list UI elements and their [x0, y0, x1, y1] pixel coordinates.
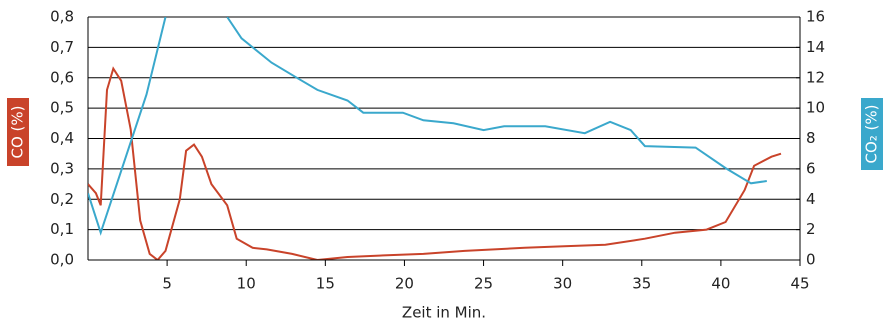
y-tick-label: 0,8 — [50, 8, 74, 26]
y2-tick-label: 8 — [806, 129, 816, 147]
y2-axis-label: CO₂ (%) — [863, 104, 881, 163]
y-tick-label: 0,4 — [50, 129, 74, 147]
y-tick-label: 0,5 — [50, 99, 74, 117]
y-tick-label: 0,3 — [50, 159, 74, 177]
x-tick-label: 45 — [790, 275, 809, 293]
x-tick-label: 20 — [395, 275, 414, 293]
y2-tick-label: 12 — [806, 68, 825, 86]
y2-tick-label: 4 — [806, 190, 816, 208]
y-tick-label: 0,0 — [50, 251, 74, 269]
y-axis-label-box — [7, 98, 29, 166]
x-tick-label: 15 — [316, 275, 335, 293]
x-tick-label: 5 — [162, 275, 172, 293]
y-tick-label: 0,1 — [50, 220, 74, 238]
y-tick-label: 0,2 — [50, 190, 74, 208]
x-tick-label: 25 — [474, 275, 493, 293]
x-tick-label: 40 — [711, 275, 730, 293]
y2-tick-label: 0 — [806, 251, 816, 269]
y-tick-label: 0,7 — [50, 38, 74, 56]
series-line — [88, 17, 767, 236]
y-axis-label: CO (%) — [9, 105, 27, 158]
y2-tick-label: 10 — [806, 99, 825, 117]
x-axis-label: Zeit in Min. — [402, 304, 486, 322]
x-tick-label: 30 — [553, 275, 572, 293]
x-tick-label: 10 — [237, 275, 256, 293]
series-line — [88, 66, 782, 260]
y2-tick-label: 2 — [806, 220, 816, 238]
y2-tick-label: 16 — [806, 8, 825, 26]
y2-axis-label-box — [861, 98, 883, 170]
x-tick-label: 35 — [632, 275, 651, 293]
y2-tick-label: 14 — [806, 38, 825, 56]
y-tick-label: 0,6 — [50, 68, 74, 86]
y2-tick-label: 6 — [806, 159, 816, 177]
